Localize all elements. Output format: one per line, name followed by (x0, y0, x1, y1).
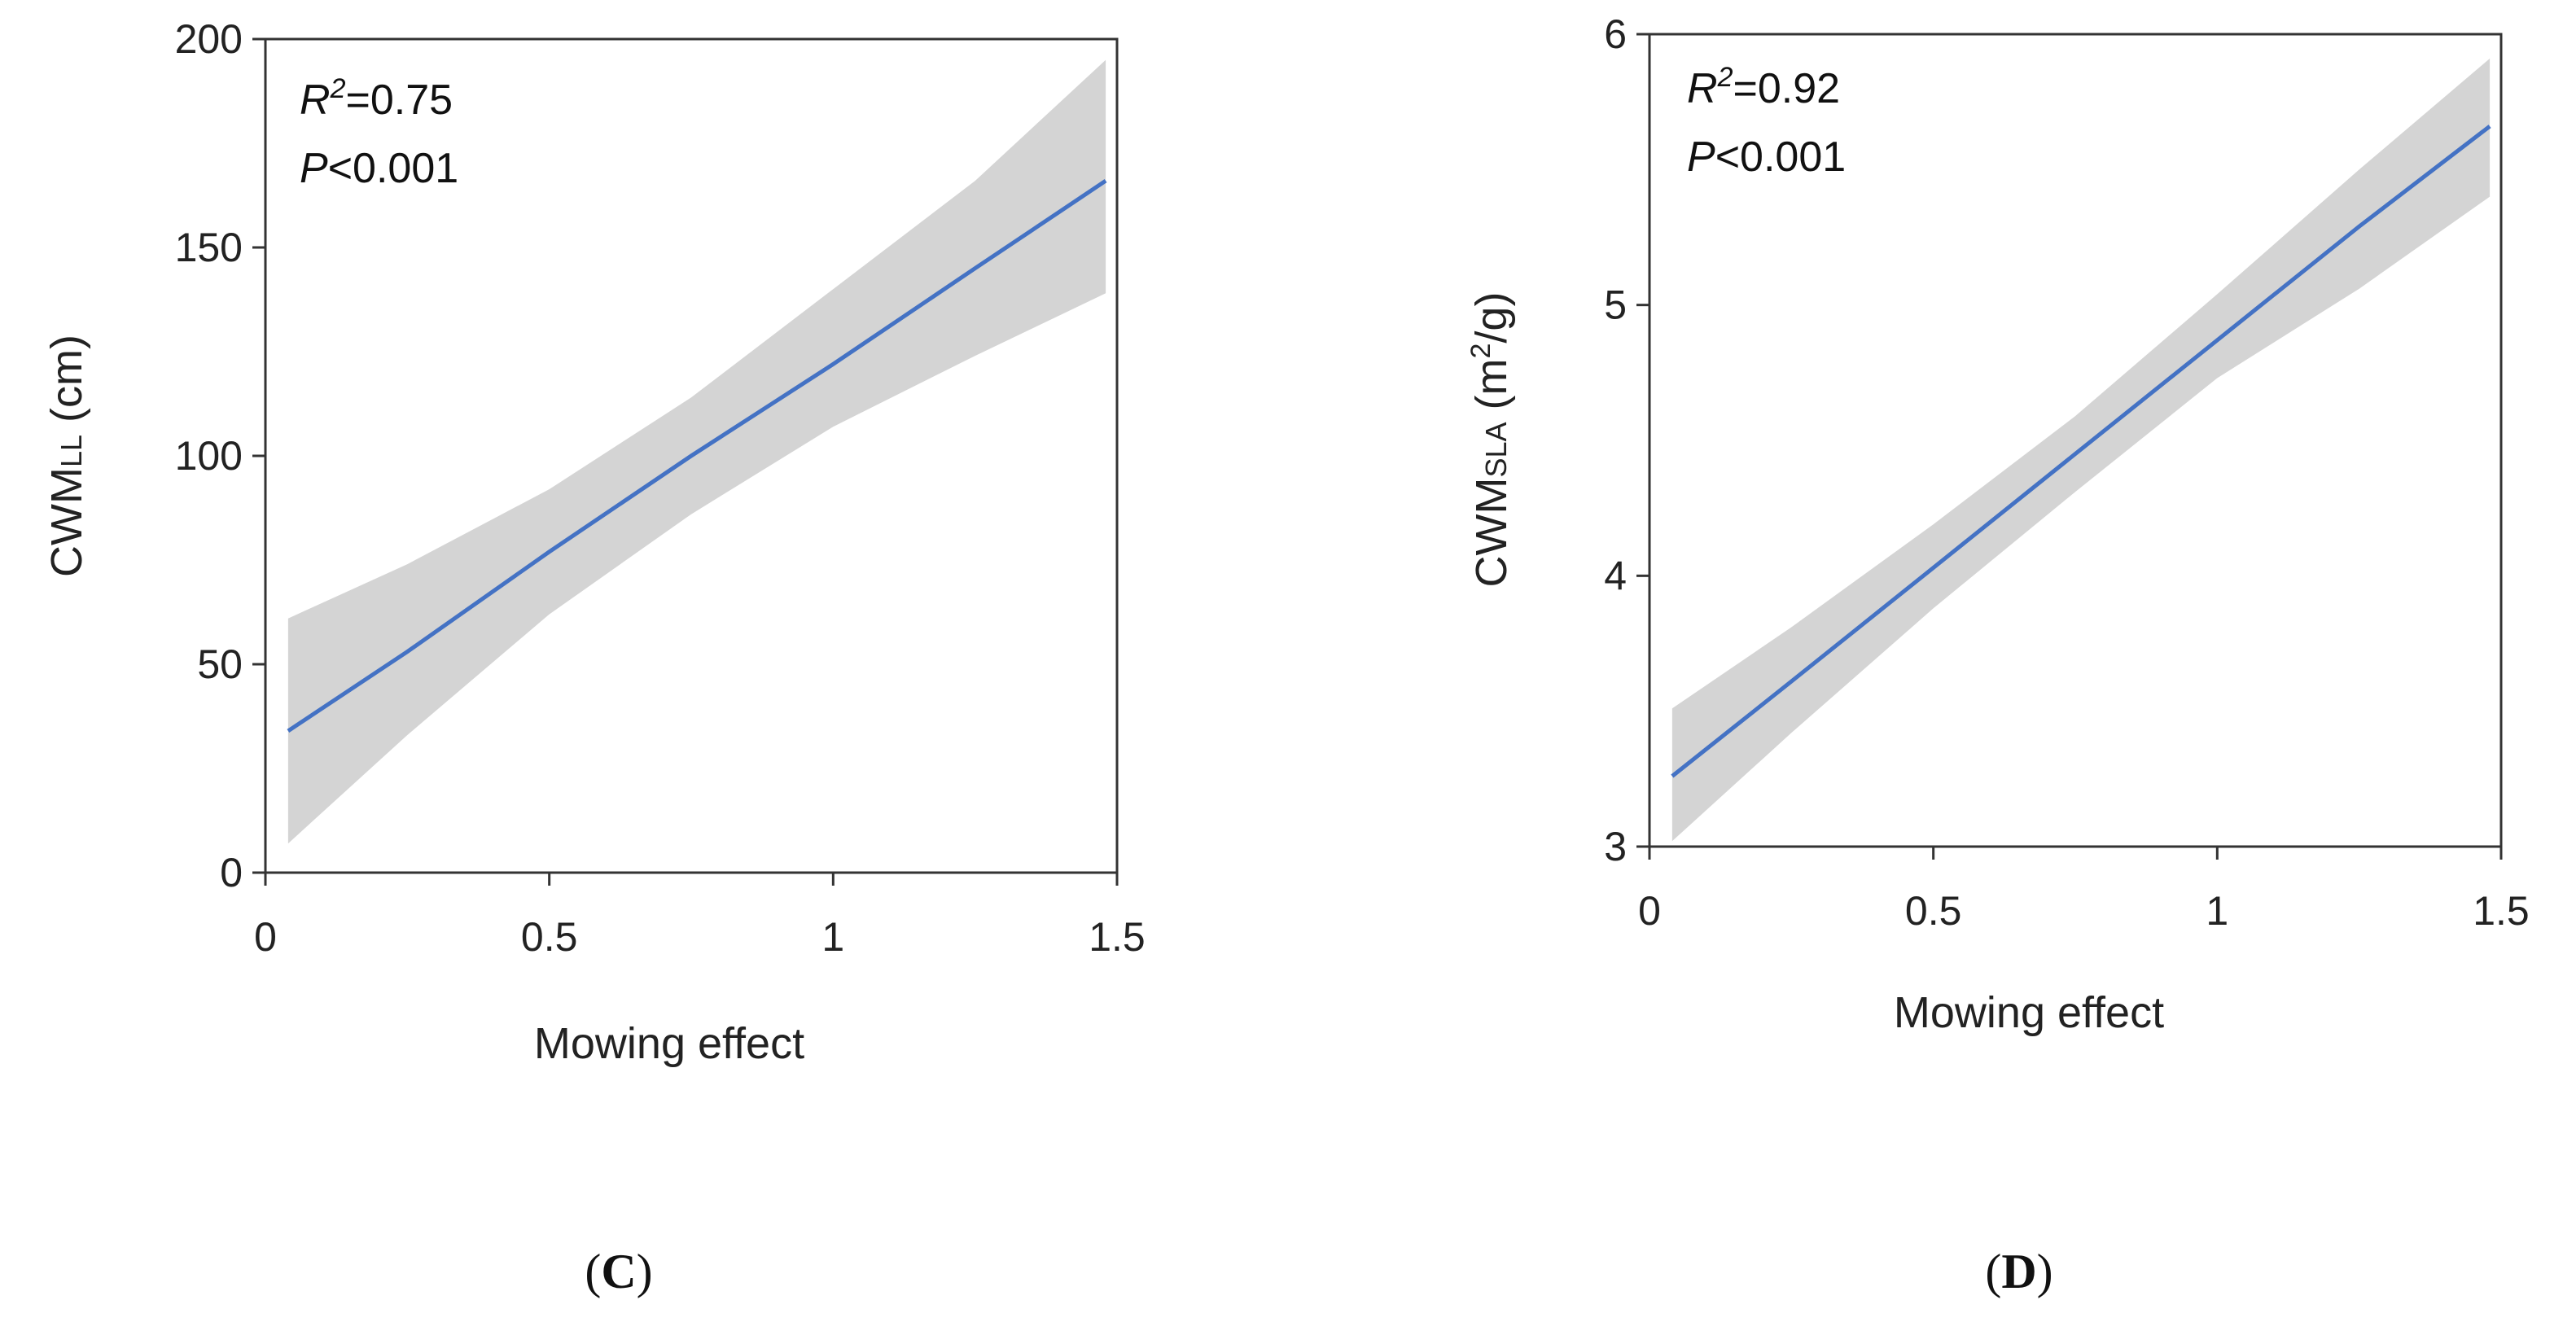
fit-line (1671, 125, 2491, 778)
axes: 3 4 5 6 0 0.5 1 1.5 (1604, 11, 2530, 934)
x-tick-label: 0 (1638, 888, 1661, 934)
y-tick-label: 50 (197, 641, 243, 687)
y-axis-label: CWMSLA (m2/g) (1465, 292, 1516, 588)
x-tick-label: 1.5 (2473, 888, 2530, 934)
axes: 0 50 100 150 200 0 0.5 1 1.5 (175, 16, 1146, 960)
panel-d: 3 4 5 6 0 0.5 1 1.5 R2=0.92 P<0.001 Mowing effe… (1465, 11, 2530, 1298)
r-squared-annotation: R2=0.75 (300, 73, 453, 124)
x-tick-label: 0 (254, 914, 277, 960)
y-tick-label: 150 (175, 225, 243, 270)
x-tick-label: 0.5 (1905, 888, 1962, 934)
plot-frame (1648, 33, 2503, 848)
y-tick-label: 200 (175, 16, 243, 62)
panel-caption: (D) (1985, 1245, 2052, 1298)
y-tick-label: 5 (1604, 282, 1627, 328)
x-tick-label: 1 (2206, 888, 2228, 934)
y-tick-label: 6 (1604, 11, 1627, 57)
x-tick-label: 1.5 (1089, 914, 1146, 960)
fit-line (287, 179, 1107, 733)
y-tick-label: 100 (175, 433, 243, 479)
y-axis-label: CWMLL (cm) (42, 335, 91, 577)
panel-caption: (C) (585, 1245, 652, 1298)
y-tick-label: 4 (1604, 553, 1627, 598)
y-tick-label: 3 (1604, 824, 1627, 869)
p-value-annotation: P<0.001 (1687, 134, 1846, 181)
x-axis-label: Mowing effect (1894, 988, 2164, 1037)
x-tick-label: 1 (821, 914, 844, 960)
x-axis-label: Mowing effect (534, 1019, 804, 1068)
y-tick-label: 0 (220, 850, 243, 895)
p-value-annotation: P<0.001 (300, 145, 458, 192)
x-tick-label: 0.5 (521, 914, 578, 960)
panel-c: 0 50 100 150 200 0 0.5 1 1.5 R2=0.75 P<0.001 Mow… (42, 16, 1146, 1298)
r-squared-annotation: R2=0.92 (1687, 62, 1840, 112)
